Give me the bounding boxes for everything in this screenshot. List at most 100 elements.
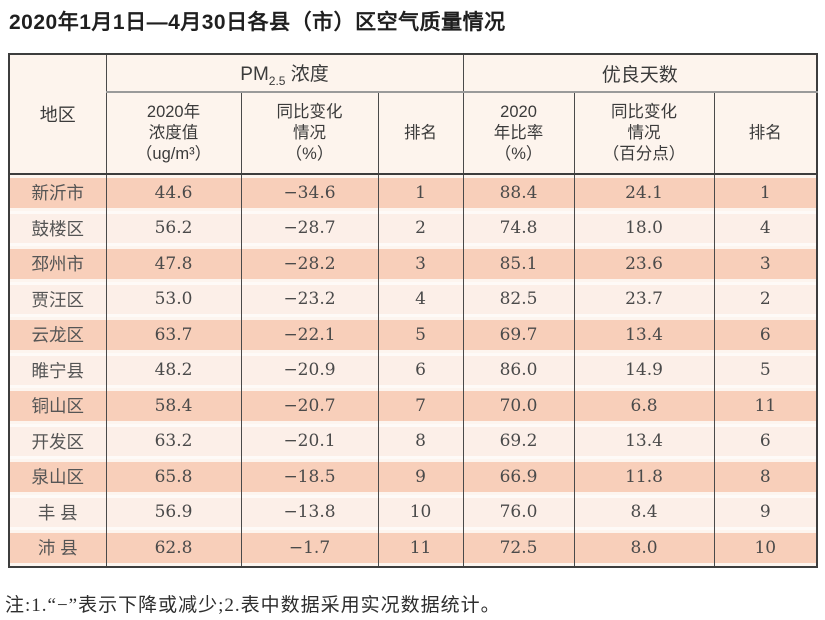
cell-gd-ratio: 72.5 [462,530,575,567]
cell-pm-value: 63.7 [105,317,242,353]
cell-pm-change: −18.5 [240,459,379,495]
cell-region: 铜山区 [8,388,107,424]
cell-pm-change: −1.7 [240,530,379,567]
header-sub-row: 2020年 浓度值 （ug/m³） 同比变化 情况 （%） 排名 2020 年比… [9,92,818,175]
cell-region: 邳州市 [8,246,107,282]
page-title: 2020年1月1日—4月30日各县（市）区空气质量情况 [9,11,506,34]
cell-gd-ratio: 66.9 [462,459,575,495]
table-row: 鼓楼区 56.2 −28.7 2 74.8 18.0 4 [8,210,818,246]
cell-pm-rank: 10 [377,494,464,530]
header-pm-change: 同比变化 情况 （%） [240,92,379,175]
footnote: 注:1.“−”表示下降或减少;2.表中数据采用实况数据统计。 [5,594,501,616]
cell-gd-change: 6.8 [573,388,715,424]
table-row: 铜山区 58.4 −20.7 7 70.0 6.8 11 [8,388,818,424]
cell-pm-value: 62.8 [105,530,242,567]
cell-gd-change: 8.0 [573,530,715,567]
page: 2020年1月1日—4月30日各县（市）区空气质量情况 地区 PM2.5 浓度 … [0,10,825,620]
cell-gd-change: 13.4 [573,423,715,459]
header-group-row: 地区 PM2.5 浓度 优良天数 [8,54,818,175]
table-row: 睢宁县 48.2 −20.9 6 86.0 14.9 5 [8,352,818,388]
pm25-label-subscript: 2.5 [268,73,286,88]
table-body: 新沂市 44.6 −34.6 1 88.4 24.1 1 鼓楼区 56.2 −28.7 2 74.8 1… [8,174,818,567]
cell-gd-change: 18.0 [573,210,715,246]
cell-pm-rank: 8 [377,423,464,459]
header-gd-ratio: 2020 年比率 （%） [462,92,575,175]
cell-pm-value: 56.2 [105,210,242,246]
cell-gd-rank: 6 [713,423,818,459]
cell-pm-change: −20.1 [240,423,379,459]
cell-gd-rank: 5 [713,352,818,388]
table-row: 开发区 63.2 −20.1 8 69.2 13.4 6 [8,423,818,459]
pm25-label-suffix: 浓度 [285,63,329,85]
cell-region: 睢宁县 [8,352,107,388]
header-pm-value: 2020年 浓度值 （ug/m³） [105,92,242,175]
cell-gd-rank: 11 [713,388,818,424]
air-quality-table: 地区 PM2.5 浓度 优良天数 2020年 浓度值 （ug/m³） 同比变化 … [8,53,819,568]
cell-pm-rank: 5 [377,317,464,353]
cell-gd-rank: 10 [713,530,818,567]
cell-gd-ratio: 70.0 [462,388,575,424]
cell-region: 云龙区 [8,317,107,353]
cell-gd-rank: 6 [713,317,818,353]
cell-pm-rank: 9 [377,459,464,495]
cell-region: 丰 县 [8,494,107,530]
cell-region: 泉山区 [8,459,107,495]
cell-gd-ratio: 88.4 [462,174,575,211]
cell-gd-rank: 1 [713,174,818,211]
cell-pm-value: 63.2 [105,423,242,459]
cell-region: 贾汪区 [8,281,107,317]
cell-pm-change: −34.6 [240,174,379,211]
cell-gd-change: 8.4 [573,494,715,530]
cell-gd-ratio: 82.5 [462,281,575,317]
cell-pm-rank: 3 [377,246,464,282]
cell-pm-rank: 6 [377,352,464,388]
cell-gd-rank: 9 [713,494,818,530]
cell-pm-rank: 2 [377,210,464,246]
cell-gd-rank: 3 [713,246,818,282]
cell-gd-change: 24.1 [573,174,715,211]
cell-gd-rank: 4 [713,210,818,246]
cell-gd-change: 11.8 [573,459,715,495]
table-row: 沛 县 62.8 −1.7 11 72.5 8.0 10 [8,530,818,567]
cell-pm-value: 44.6 [105,174,242,211]
cell-pm-change: −28.7 [240,210,379,246]
cell-pm-value: 58.4 [105,388,242,424]
table-header: 地区 PM2.5 浓度 优良天数 2020年 浓度值 （ug/m³） 同比变化 … [8,54,818,175]
cell-region: 沛 县 [8,530,107,567]
cell-gd-ratio: 69.2 [462,423,575,459]
cell-gd-ratio: 85.1 [462,246,575,282]
cell-pm-value: 53.0 [105,281,242,317]
table-row: 新沂市 44.6 −34.6 1 88.4 24.1 1 [8,174,818,211]
cell-pm-value: 48.2 [105,352,242,388]
cell-gd-change: 23.6 [573,246,715,282]
cell-pm-rank: 7 [377,388,464,424]
cell-gd-ratio: 86.0 [462,352,575,388]
cell-gd-rank: 2 [713,281,818,317]
cell-pm-change: −23.2 [240,281,379,317]
cell-region: 鼓楼区 [8,210,107,246]
cell-region: 开发区 [8,423,107,459]
cell-pm-value: 56.9 [105,494,242,530]
header-gd-change: 同比变化 情况 （百分点） [573,92,715,175]
header-gd-rank: 排名 [713,92,818,175]
cell-gd-ratio: 76.0 [462,494,575,530]
cell-pm-change: −20.9 [240,352,379,388]
cell-gd-rank: 8 [713,459,818,495]
cell-pm-change: −28.2 [240,246,379,282]
table-row: 邳州市 47.8 −28.2 3 85.1 23.6 3 [8,246,818,282]
cell-pm-rank: 1 [377,174,464,211]
pm25-label-prefix: PM [240,63,269,85]
table-row: 云龙区 63.7 −22.1 5 69.7 13.4 6 [8,317,818,353]
header-good-days-group: 优良天数 [462,54,818,93]
cell-gd-ratio: 69.7 [462,317,575,353]
cell-pm-change: −22.1 [240,317,379,353]
cell-gd-change: 13.4 [573,317,715,353]
cell-gd-ratio: 74.8 [462,210,575,246]
cell-region: 新沂市 [8,174,107,211]
table-row: 贾汪区 53.0 −23.2 4 82.5 23.7 2 [8,281,818,317]
cell-gd-change: 23.7 [573,281,715,317]
table-row: 丰 县 56.9 −13.8 10 76.0 8.4 9 [8,494,818,530]
table-row: 泉山区 65.8 −18.5 9 66.9 11.8 8 [8,459,818,495]
cell-pm-change: −13.8 [240,494,379,530]
cell-gd-change: 14.9 [573,352,715,388]
